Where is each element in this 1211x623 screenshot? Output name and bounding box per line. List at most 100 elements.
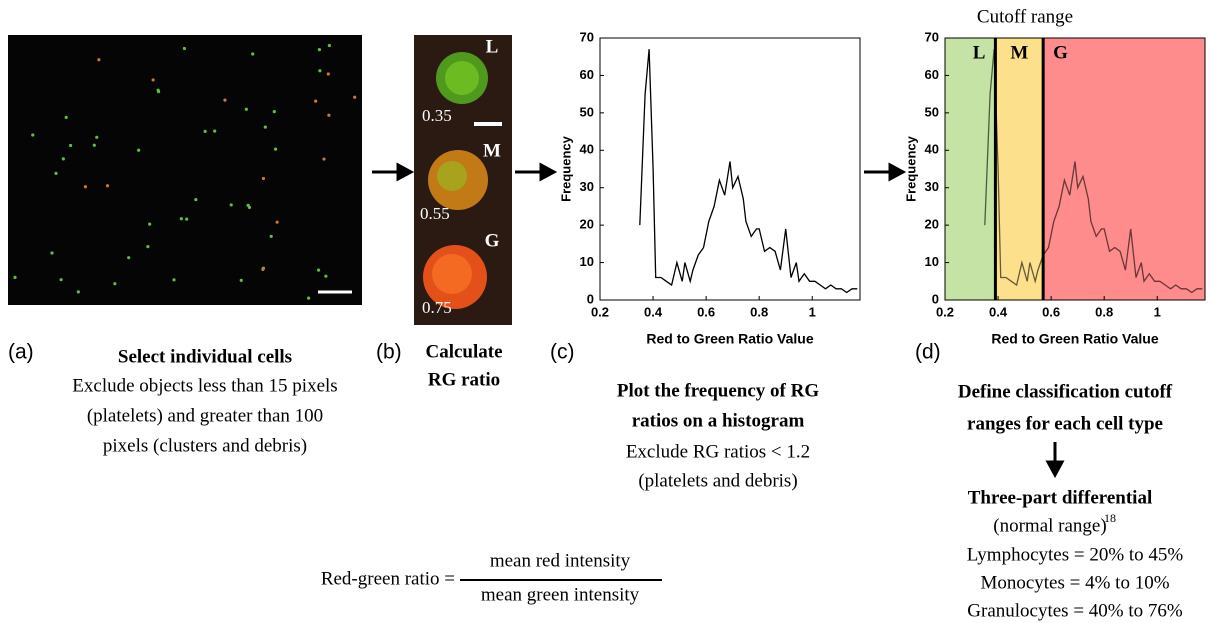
cell-dot <box>179 217 183 221</box>
x-axis-label: Red to Green Ratio Value <box>646 331 813 347</box>
x-tick-label: 0.6 <box>1042 304 1060 319</box>
y-tick-label: 40 <box>925 142 939 157</box>
cell-dot <box>273 147 278 151</box>
cell-l-core <box>445 61 479 95</box>
y-tick-label: 50 <box>580 104 594 119</box>
y-tick-label: 20 <box>580 217 594 232</box>
x-axis-label: Red to Green Ratio Value <box>991 331 1158 347</box>
cell-dot <box>223 98 227 102</box>
y-axis-label: Frequency <box>558 135 573 202</box>
x-tick-label: 0.2 <box>591 304 609 319</box>
panel-text: (platelets and debris) <box>638 470 797 491</box>
result-title: Three-part differential <box>968 487 1153 508</box>
cell-dot <box>113 282 117 286</box>
cell-dot <box>146 245 150 249</box>
cutoff-region <box>995 38 1044 300</box>
y-tick-label: 30 <box>580 179 594 194</box>
cell-letter: L <box>486 36 499 57</box>
reference: 18 <box>1104 511 1116 525</box>
range-line: Monocytes = 4% to 10% <box>980 572 1169 593</box>
cell-dot <box>261 176 266 181</box>
cell-ratio: 0.35 <box>422 106 452 125</box>
cell-dot <box>182 46 186 51</box>
panel-title: ranges for each cell type <box>967 413 1163 434</box>
arrow-head <box>539 162 558 182</box>
cell-dot <box>148 222 152 226</box>
range-line: Granulocytes = 40% to 76% <box>967 600 1183 621</box>
cell-dot <box>251 52 255 56</box>
y-tick-label: 70 <box>580 29 594 44</box>
y-tick-label: 10 <box>925 254 939 269</box>
cell-m-core <box>437 161 467 191</box>
normal-range: (normal range) <box>993 515 1106 536</box>
y-tick-label: 0 <box>932 291 939 306</box>
data-line <box>984 49 1203 294</box>
y-tick-label: 30 <box>925 179 939 194</box>
cell-dot <box>76 290 80 294</box>
cell-dot <box>247 205 252 209</box>
arrow-head <box>888 162 907 182</box>
cell-dot <box>269 234 273 238</box>
cell-dot <box>316 268 321 272</box>
arrow-head <box>1045 460 1065 479</box>
cell-letter: G <box>485 230 500 251</box>
x-tick-label: 1 <box>1154 304 1161 319</box>
cell-dot <box>244 107 248 111</box>
cell-letter: M <box>483 140 501 161</box>
cell-dot <box>185 217 189 221</box>
region-label: G <box>1053 42 1068 63</box>
cell-dot <box>324 274 328 278</box>
y-tick-label: 60 <box>925 67 939 82</box>
cell-dot <box>213 129 217 133</box>
region-label: L <box>973 42 986 63</box>
cell-dot <box>92 143 96 147</box>
cell-dot <box>203 129 207 133</box>
panel-title: Define classification cutoff <box>958 381 1173 402</box>
micrograph <box>8 35 362 305</box>
x-tick-label: 0.4 <box>644 304 663 319</box>
x-tick-label: 0.8 <box>750 304 768 319</box>
cell-dot <box>137 148 141 152</box>
cell-dot <box>314 99 318 103</box>
cell-dot <box>172 278 176 282</box>
plot-frame <box>944 37 1206 301</box>
cell-dot <box>61 157 65 161</box>
formula-denominator: mean green intensity <box>481 584 640 605</box>
cell-dot <box>275 220 279 224</box>
region-label: M <box>1010 42 1028 63</box>
cell-dots <box>13 43 357 300</box>
cell-dot <box>317 48 322 52</box>
cell-dot <box>326 72 330 76</box>
chart-title: Cutoff range <box>977 6 1073 27</box>
panel-text: Exclude RG ratios < 1.2 <box>626 441 810 462</box>
cell-dot <box>263 125 267 129</box>
x-tick-label: 1 <box>809 304 816 319</box>
y-tick-label: 20 <box>925 217 939 232</box>
cell-dot <box>13 275 17 279</box>
panel-label: (a) <box>8 341 34 364</box>
cell-dot <box>97 58 101 62</box>
cell-ratio: 0.55 <box>420 204 450 223</box>
x-tick-label: 0.8 <box>1095 304 1113 319</box>
formula-lhs: Red-green ratio = <box>321 568 455 589</box>
cell-dot <box>194 198 198 202</box>
formula-numerator: mean red intensity <box>490 550 631 571</box>
cell-dot <box>261 267 265 271</box>
y-tick-label: 40 <box>580 142 594 157</box>
cell-dot <box>64 115 68 119</box>
cell-dot <box>229 203 233 207</box>
y-tick-label: 60 <box>580 67 594 82</box>
cell-dot <box>105 184 110 188</box>
panel-text: (platelets) and greater than 100 <box>87 405 323 426</box>
cell-dot <box>151 78 155 82</box>
panel-title: ratios on a histogram <box>632 410 805 431</box>
arrow-head <box>396 162 415 182</box>
cell-dot <box>83 185 88 189</box>
range-line: Lymphocytes = 20% to 45% <box>967 544 1184 565</box>
panel-text: pixels (clusters and debris) <box>103 435 307 456</box>
cell-g-core <box>432 254 472 294</box>
cell-dot <box>353 95 357 99</box>
cell-dot <box>127 256 131 260</box>
y-axis-label: Frequency <box>903 135 918 202</box>
